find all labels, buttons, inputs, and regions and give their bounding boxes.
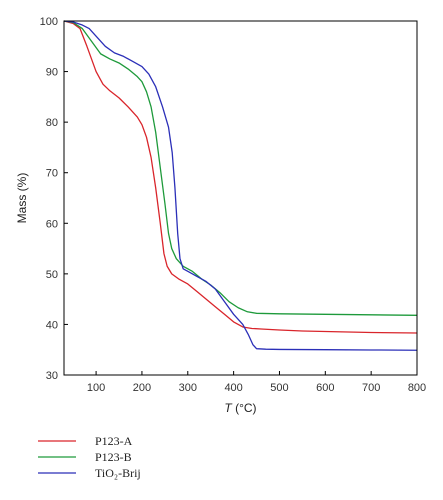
x-axis-title: T (°C) — [224, 401, 256, 415]
y-axis-title: Mass (%) — [15, 173, 29, 224]
y-tick-label: 50 — [46, 269, 58, 281]
axes: 100 200 300 400 500 600 700 800 30 40 50 60 70 80 90 10… — [15, 16, 426, 415]
x-tick-label: 200 — [133, 382, 151, 394]
y-tick-label: 40 — [46, 319, 58, 331]
series-line-0 — [63, 20, 418, 334]
x-tick-label: 700 — [362, 382, 380, 394]
legend: P123-A P123-B TiO₂-Brij — [38, 434, 141, 480]
series-line-2 — [63, 20, 418, 351]
y-tick-label: 70 — [46, 168, 58, 180]
y-tick-label: 90 — [46, 67, 58, 79]
x-tick-label: 300 — [179, 382, 197, 394]
y-tick-label: 30 — [46, 370, 58, 382]
plot-frame — [63, 20, 418, 376]
y-tick-label: 80 — [46, 117, 58, 129]
y-tick-label: 100 — [40, 16, 58, 28]
y-tick-label: 60 — [46, 218, 58, 230]
series-line-1 — [63, 20, 418, 316]
plot-area — [63, 20, 418, 351]
x-tick-label: 400 — [224, 382, 242, 394]
x-axis-unit: (°C) — [232, 401, 257, 415]
legend-label-2: TiO₂-Brij — [95, 466, 141, 480]
x-tick-label: 500 — [270, 382, 288, 394]
x-tick-label: 800 — [408, 382, 426, 394]
x-tick-label: 100 — [87, 382, 105, 394]
legend-label-0: P123-A — [95, 434, 133, 448]
legend-label-1: P123-B — [95, 450, 132, 464]
x-axis-var: T — [224, 401, 233, 415]
x-tick-label: 600 — [316, 382, 334, 394]
